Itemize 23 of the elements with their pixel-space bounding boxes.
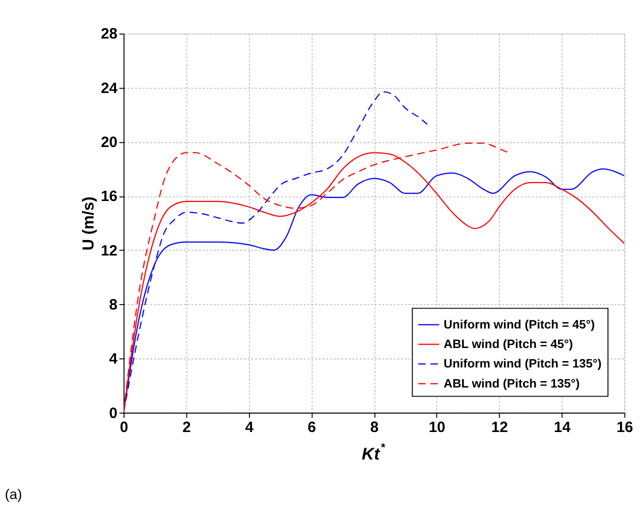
x-tick-label: 12 (491, 418, 508, 436)
y-tick-label: 24 (100, 80, 118, 97)
legend-label: ABL wind (Pitch = 45°) (444, 337, 573, 352)
x-tick-label: 2 (182, 418, 191, 436)
y-tick-label: 12 (100, 242, 118, 260)
legend-label: Uniform wind (Pitch = 135°) (444, 356, 602, 371)
y-tick-label: 0 (109, 404, 118, 422)
y-tick-label: 20 (100, 134, 118, 152)
y-tick-label: 28 (100, 26, 118, 43)
legend-label: Uniform wind (Pitch = 45°) (444, 317, 595, 332)
x-tick-label: 6 (308, 418, 316, 436)
x-tick-label: 10 (428, 418, 446, 436)
x-tick-label: 14 (554, 418, 572, 436)
y-tick-label: 8 (109, 296, 118, 314)
x-axis-title: Kt* (362, 442, 386, 464)
y-tick-label: 16 (100, 188, 118, 206)
y-axis-title: U (m/s) (80, 196, 98, 251)
text: (a) (4, 486, 22, 502)
x-tick-label: 4 (245, 418, 254, 436)
legend-label: ABL wind (Pitch = 135°) (444, 376, 580, 390)
x-tick-label: 8 (370, 418, 379, 436)
y-tick-label: 4 (109, 350, 118, 368)
x-tick-label: 16 (616, 418, 634, 436)
